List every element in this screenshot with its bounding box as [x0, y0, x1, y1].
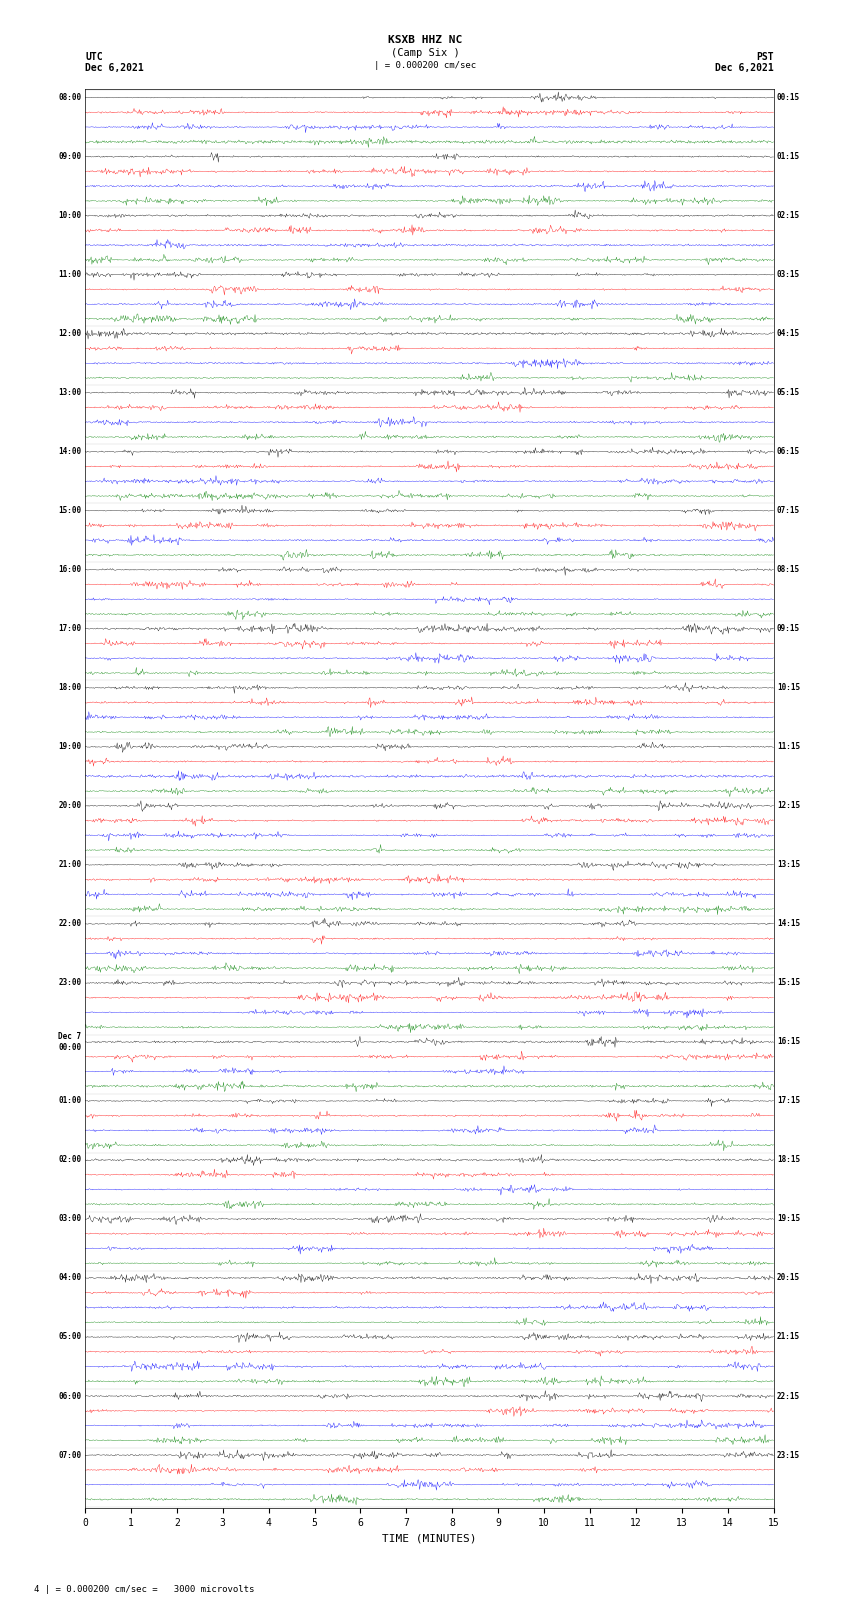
Text: 09:15: 09:15 — [777, 624, 800, 634]
Text: 11:00: 11:00 — [59, 269, 82, 279]
Text: 20:00: 20:00 — [59, 802, 82, 810]
Text: 15:00: 15:00 — [59, 506, 82, 515]
Text: 00:15: 00:15 — [777, 94, 800, 102]
Text: 17:15: 17:15 — [777, 1097, 800, 1105]
Text: 03:00: 03:00 — [59, 1215, 82, 1223]
Text: (Camp Six ): (Camp Six ) — [391, 48, 459, 58]
Text: 06:00: 06:00 — [59, 1392, 82, 1400]
Text: 16:15: 16:15 — [777, 1037, 800, 1047]
Text: 15:15: 15:15 — [777, 979, 800, 987]
Text: 14:00: 14:00 — [59, 447, 82, 456]
Text: UTC
Dec 6,2021: UTC Dec 6,2021 — [85, 52, 144, 73]
Text: 06:15: 06:15 — [777, 447, 800, 456]
Text: 21:15: 21:15 — [777, 1332, 800, 1342]
Text: 21:00: 21:00 — [59, 860, 82, 869]
Text: 12:15: 12:15 — [777, 802, 800, 810]
Text: Dec 7
00:00: Dec 7 00:00 — [59, 1032, 82, 1052]
Text: 22:15: 22:15 — [777, 1392, 800, 1400]
Text: 07:00: 07:00 — [59, 1450, 82, 1460]
Text: 01:00: 01:00 — [59, 1097, 82, 1105]
Text: 22:00: 22:00 — [59, 919, 82, 929]
Text: 23:15: 23:15 — [777, 1450, 800, 1460]
Text: 14:15: 14:15 — [777, 919, 800, 929]
Text: 01:15: 01:15 — [777, 152, 800, 161]
Text: 19:15: 19:15 — [777, 1215, 800, 1223]
Text: 18:15: 18:15 — [777, 1155, 800, 1165]
Text: 04:15: 04:15 — [777, 329, 800, 339]
Text: 08:15: 08:15 — [777, 565, 800, 574]
Text: 05:15: 05:15 — [777, 389, 800, 397]
Text: 23:00: 23:00 — [59, 979, 82, 987]
Text: 4 | = 0.000200 cm/sec =   3000 microvolts: 4 | = 0.000200 cm/sec = 3000 microvolts — [34, 1584, 254, 1594]
Text: 17:00: 17:00 — [59, 624, 82, 634]
Text: 02:15: 02:15 — [777, 211, 800, 219]
Text: 10:00: 10:00 — [59, 211, 82, 219]
Text: KSXB HHZ NC: KSXB HHZ NC — [388, 35, 462, 45]
X-axis label: TIME (MINUTES): TIME (MINUTES) — [382, 1534, 477, 1544]
Text: 11:15: 11:15 — [777, 742, 800, 752]
Text: 16:00: 16:00 — [59, 565, 82, 574]
Text: 05:00: 05:00 — [59, 1332, 82, 1342]
Text: 13:15: 13:15 — [777, 860, 800, 869]
Text: 09:00: 09:00 — [59, 152, 82, 161]
Text: 07:15: 07:15 — [777, 506, 800, 515]
Text: 10:15: 10:15 — [777, 684, 800, 692]
Text: 13:00: 13:00 — [59, 389, 82, 397]
Text: 18:00: 18:00 — [59, 684, 82, 692]
Text: 08:00: 08:00 — [59, 94, 82, 102]
Text: PST
Dec 6,2021: PST Dec 6,2021 — [715, 52, 774, 73]
Text: 03:15: 03:15 — [777, 269, 800, 279]
Text: 20:15: 20:15 — [777, 1274, 800, 1282]
Text: 19:00: 19:00 — [59, 742, 82, 752]
Text: 02:00: 02:00 — [59, 1155, 82, 1165]
Text: | = 0.000200 cm/sec: | = 0.000200 cm/sec — [374, 61, 476, 71]
Text: 12:00: 12:00 — [59, 329, 82, 339]
Text: 04:00: 04:00 — [59, 1274, 82, 1282]
